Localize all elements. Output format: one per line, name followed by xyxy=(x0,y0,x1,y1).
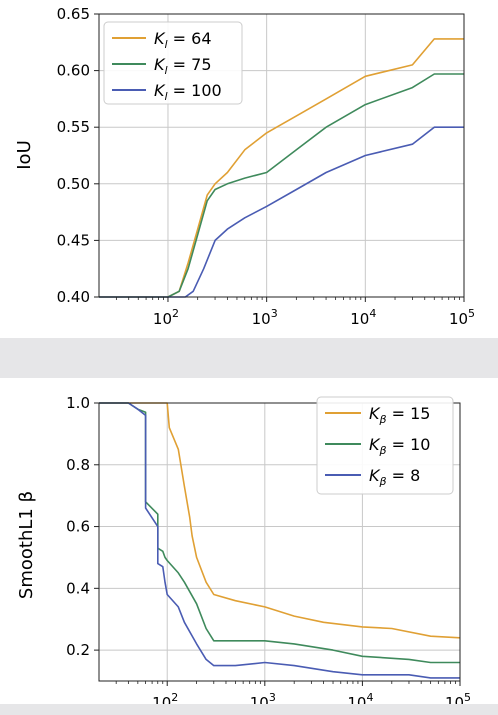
y-tick-label: 0.8 xyxy=(66,456,90,474)
y-tick-label: 0.50 xyxy=(57,175,90,193)
y-tick-label: 0.60 xyxy=(57,62,90,80)
y-tick-label: 0.6 xyxy=(66,518,90,536)
x-tick-label: 105 xyxy=(449,307,475,328)
y-axis-label: SmoothL1 β xyxy=(16,491,37,599)
x-tick-label: 102 xyxy=(152,691,178,704)
y-tick-label: 0.2 xyxy=(66,641,90,659)
legend-label-1: Kl = 64 xyxy=(154,29,212,51)
x-tick-label: 102 xyxy=(153,307,179,328)
y-tick-label: 0.45 xyxy=(57,231,90,249)
x-tick-label: 104 xyxy=(347,691,373,704)
legend-label-3: Kβ = 8 xyxy=(369,466,420,488)
series-line-2 xyxy=(99,73,464,298)
plot-frame xyxy=(98,402,461,682)
series-line-1 xyxy=(99,38,464,298)
legend-label-2: Kl = 75 xyxy=(154,55,212,77)
x-tick-label: 105 xyxy=(445,691,471,704)
legend-label-3: Kl = 100 xyxy=(154,81,222,103)
plot-frame xyxy=(98,13,465,298)
iou-chart: 102 103 104 105 0.40 0.45 0.50 0.55 0.60 0.65 IoU K… xyxy=(14,5,475,328)
legend-box xyxy=(103,21,243,105)
legend-label-2: Kβ = 10 xyxy=(369,435,430,457)
legend: Kl = 64 Kl = 75 Kl = 100 xyxy=(103,21,243,105)
y-tick-label: 1.0 xyxy=(66,394,90,412)
y-tick-label: 0.65 xyxy=(57,5,90,23)
legend-box xyxy=(316,396,454,495)
x-tick-label: 104 xyxy=(350,307,376,328)
series-line-3 xyxy=(99,402,460,679)
y-tick-label: 0.40 xyxy=(57,288,90,306)
series-line-1 xyxy=(99,402,461,639)
series-line-3 xyxy=(99,126,464,298)
smoothl1-beta-chart: 102 103 104 105 0.2 0.4 0.6 0.8 1.0 SmoothL1 β Kβ … xyxy=(16,394,471,704)
x-tick-label: 103 xyxy=(250,691,276,704)
x-tick-label: 103 xyxy=(252,307,278,328)
legend-label-1: Kβ = 15 xyxy=(369,404,430,426)
y-tick-label: 0.55 xyxy=(57,118,90,136)
legend: Kβ = 15 Kβ = 10 Kβ = 8 xyxy=(316,396,454,495)
bottom-strip xyxy=(0,704,498,715)
y-tick-label: 0.4 xyxy=(66,579,90,597)
y-axis-label: IoU xyxy=(14,140,35,170)
separator-band xyxy=(0,338,498,378)
